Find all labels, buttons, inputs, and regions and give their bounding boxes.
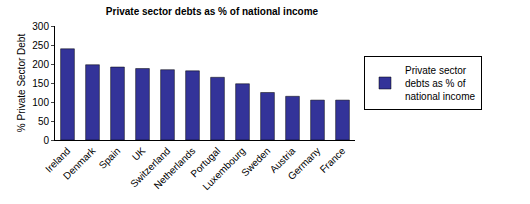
svg-text:UK: UK	[130, 145, 148, 163]
svg-text:150: 150	[32, 78, 49, 89]
svg-text:Private sector debts as % of n: Private sector debts as % of national in…	[106, 6, 319, 17]
svg-text:% Private Sector Debt: % Private Sector Debt	[16, 34, 27, 133]
svg-text:50: 50	[38, 116, 50, 127]
svg-text:300: 300	[32, 21, 49, 32]
svg-text:Ireland: Ireland	[43, 145, 72, 174]
svg-text:Sweden: Sweden	[239, 145, 272, 178]
svg-text:Austria: Austria	[268, 145, 298, 175]
svg-text:Spain: Spain	[97, 145, 123, 171]
svg-text:200: 200	[32, 59, 49, 70]
svg-text:Denmark: Denmark	[61, 144, 98, 181]
svg-text:0: 0	[43, 135, 49, 146]
svg-text:250: 250	[32, 40, 49, 51]
svg-text:Switzerland: Switzerland	[128, 145, 172, 189]
svg-text:Portugal: Portugal	[188, 145, 222, 179]
svg-text:Luxembourg: Luxembourg	[200, 145, 247, 192]
svg-text:100: 100	[32, 97, 49, 108]
svg-text:Netherlands: Netherlands	[152, 145, 198, 191]
svg-text:France: France	[318, 145, 348, 175]
svg-text:Germany: Germany	[286, 145, 323, 182]
svg-text:Private sectordebts as % ofnat: Private sectordebts as % ofnational inco…	[405, 65, 475, 102]
